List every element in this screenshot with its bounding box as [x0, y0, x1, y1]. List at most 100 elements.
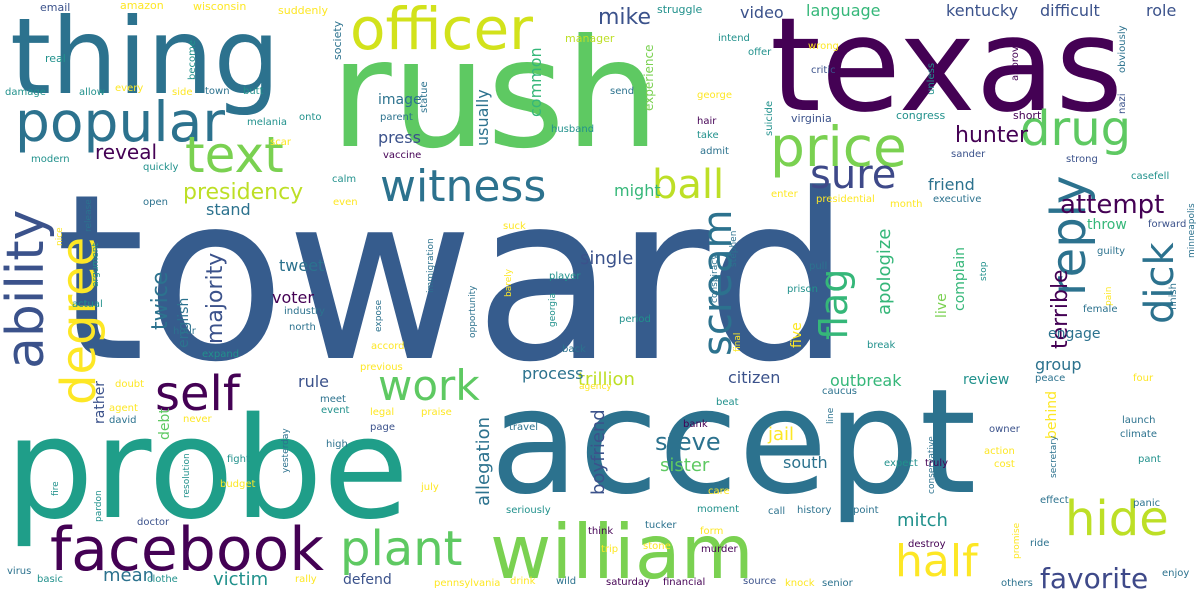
word-admit: admit [700, 146, 729, 157]
word-rather: rather [92, 380, 108, 424]
word-minneapolis: minneapolis [1187, 203, 1197, 258]
word-officer: officer [350, 0, 533, 63]
word-four: four [1133, 373, 1154, 384]
word-single: single [580, 248, 634, 269]
word-south: south [783, 453, 828, 472]
word-scar: scar [270, 137, 291, 148]
word-throw: throw [1087, 217, 1127, 233]
word-female: female [1083, 304, 1118, 315]
word-debt: debt [157, 408, 173, 440]
word-release: release [84, 199, 94, 232]
word-voter: voter [272, 288, 314, 307]
word-cost: cost [994, 459, 1015, 470]
word-fire: fire [51, 481, 61, 496]
word-agent: agent [109, 403, 138, 414]
word-drug: drug [1020, 101, 1132, 157]
word-apologize: apologize [874, 228, 895, 315]
word-legal: legal [370, 407, 395, 418]
word-jail: jail [768, 424, 795, 445]
word-suddenly: suddenly [278, 4, 328, 17]
word-mike: mike [598, 5, 652, 30]
word-call: call [768, 506, 786, 517]
word-half: half [895, 536, 978, 587]
word-twice: twice [148, 271, 173, 330]
word-allow: allow [79, 87, 105, 98]
word-page: page [370, 422, 395, 433]
word-enter: enter [771, 189, 798, 200]
word-clothe: clothe [147, 574, 178, 585]
word-agency: agency [579, 382, 612, 392]
word-hair: hair [697, 116, 717, 127]
word-line: line [826, 407, 836, 424]
word-stand: stand [206, 200, 251, 219]
word-email: email [40, 1, 71, 14]
word-think: think [588, 526, 614, 537]
word-conspiracy: conspiracy [710, 254, 720, 303]
word-pennsylvania: pennsylvania [434, 578, 501, 589]
word-role: role [1146, 1, 1177, 20]
word-beat: beat [716, 397, 739, 408]
word-actual: actual [72, 299, 103, 310]
word-mitch: mitch [897, 510, 948, 531]
word-action: action [984, 446, 1015, 457]
word-virginia: virginia [791, 112, 832, 125]
word-argument: argument [91, 242, 101, 287]
word-victim: victim [213, 569, 269, 590]
word-witness: witness [380, 161, 547, 212]
word-previous: previous [360, 362, 403, 373]
word-unless: unless [926, 62, 937, 95]
word-truly: truly [925, 458, 949, 469]
word-yesterday: yesterday [281, 428, 291, 473]
word-guilty: guilty [1097, 246, 1126, 257]
word-text: text [185, 126, 284, 184]
word-damage: damage [5, 87, 46, 98]
word-peace: peace [1035, 373, 1066, 384]
word-review: review [963, 372, 1010, 388]
word-ball: ball [652, 162, 725, 208]
word-george: george [697, 90, 733, 101]
word-attempt: attempt [1060, 190, 1165, 220]
word-open: open [143, 197, 168, 208]
word-north: north [289, 322, 316, 333]
word-hour: hour [173, 326, 196, 337]
word-process: process [522, 364, 584, 383]
word-destroy: destroy [908, 539, 946, 550]
word-live: live [934, 293, 950, 318]
word-effect: effect [1040, 495, 1069, 506]
word-obviously: obviously [1117, 25, 1128, 73]
word-struggle: struggle [657, 3, 703, 16]
word-player: player [549, 271, 581, 282]
word-parent: parent [380, 112, 413, 123]
word-meet: meet [320, 394, 346, 405]
word-calm: calm [332, 174, 357, 185]
word-approve: approve [1010, 40, 1021, 81]
word-rush: rush [330, 8, 660, 182]
word-favorite: favorite [1040, 562, 1149, 595]
word-experience: experience [642, 44, 656, 111]
word-suicide: suicide [764, 100, 775, 136]
word-july: july [421, 482, 439, 493]
word-statue: statue [419, 81, 430, 113]
word-secretary: secretary [1049, 435, 1059, 478]
word-flag: flag [812, 268, 856, 340]
word-allegation: allegation [473, 416, 494, 506]
word-critic: critic [811, 65, 836, 76]
word-high: high [326, 439, 348, 450]
word-real: real [45, 52, 66, 65]
word-group: group [1035, 355, 1082, 374]
word-expose: expose [374, 299, 384, 332]
word-stephen: stephen [729, 230, 739, 267]
word-kentucky: kentucky [946, 1, 1019, 20]
word-immigration: immigration [426, 238, 436, 293]
word-send: send [610, 86, 635, 97]
word-presidential: presidential [816, 194, 875, 205]
word-work: work [378, 361, 480, 410]
word-opportunity: opportunity [468, 285, 478, 338]
word-society: society [331, 20, 344, 60]
word-boyfriend: boyfriend [588, 409, 609, 495]
word-probe: probe [5, 388, 410, 551]
word-murder: murder [701, 544, 738, 555]
word-moment: moment [697, 504, 740, 515]
word-budget: budget [220, 479, 256, 490]
word-reveal: reveal [95, 140, 158, 164]
